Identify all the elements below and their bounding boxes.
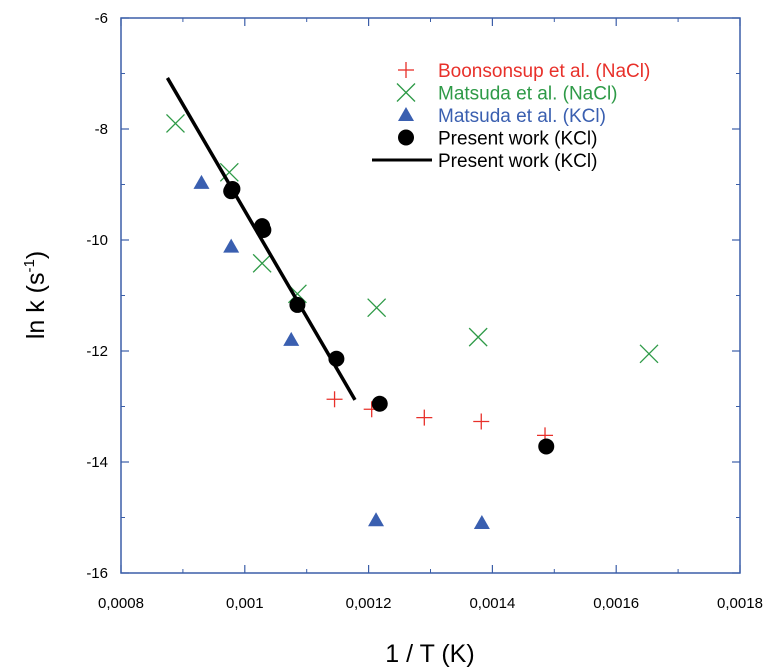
data-point-plus xyxy=(473,413,490,430)
fit-line xyxy=(165,77,357,401)
legend-swatch-plus xyxy=(398,62,414,78)
data-point-cross xyxy=(166,113,185,133)
legend-label: Present work (KCl) xyxy=(438,151,597,172)
data-point-cross xyxy=(468,327,488,347)
data-point-circle xyxy=(371,395,388,412)
plot-frame xyxy=(120,17,741,574)
data-point-cross xyxy=(252,253,272,273)
data-point-plus xyxy=(416,409,433,426)
y-tick-label: -10 xyxy=(86,232,108,249)
data-point-plus xyxy=(326,391,343,408)
x-axis-label: 1 / T (K) xyxy=(385,640,474,668)
y-tick-label: -8 xyxy=(95,121,108,138)
y-tick-label: -12 xyxy=(86,343,108,360)
y-tick-label: -6 xyxy=(95,10,108,27)
y-axis-label: ln k (s-1) xyxy=(21,251,50,339)
data-point-cross xyxy=(367,298,387,318)
x-tick-label: 0,0008 xyxy=(98,595,144,612)
legend-swatch-triangle xyxy=(398,107,414,121)
legend-swatch-circle xyxy=(398,129,414,146)
x-tick-label: 0,001 xyxy=(226,595,264,612)
legend-label: Matsuda et al. (KCl) xyxy=(438,106,606,127)
data-point-triangle xyxy=(283,331,300,346)
data-point-circle xyxy=(538,438,555,455)
x-tick-label: 0,0016 xyxy=(593,595,639,612)
y-axis-label-main: ln k (s xyxy=(22,272,50,339)
data-point-triangle xyxy=(473,515,490,530)
legend-label: Present work (KCl) xyxy=(438,129,597,150)
x-tick-label: 0,0014 xyxy=(469,595,515,612)
legend-label: Boonsonsup et al. (NaCl) xyxy=(438,61,650,82)
legend-label: Matsuda et al. (NaCl) xyxy=(438,84,618,105)
x-tick-label: 0,0012 xyxy=(346,595,392,612)
data-point-cross xyxy=(219,162,239,182)
axis-ticks: 0,0008 0,001 0,0012 0,0014 0,0016 0,0018 -16 -1… xyxy=(86,10,763,612)
x-tick-label: 0,0018 xyxy=(717,595,763,612)
data-point-triangle xyxy=(368,512,385,527)
data-point-triangle xyxy=(193,174,210,189)
y-axis-label-superscript: -1 xyxy=(21,259,38,272)
legend: Boonsonsup et al. (NaCl)Matsuda et al. (… xyxy=(372,61,650,172)
y-axis-label-close: ) xyxy=(22,251,50,259)
y-tick-label: -16 xyxy=(86,565,108,582)
data-marks xyxy=(165,77,659,530)
y-tick-label: -14 xyxy=(86,454,108,471)
legend-swatch-cross xyxy=(396,83,416,102)
data-point-triangle xyxy=(223,238,240,253)
data-point-cross xyxy=(639,344,659,364)
